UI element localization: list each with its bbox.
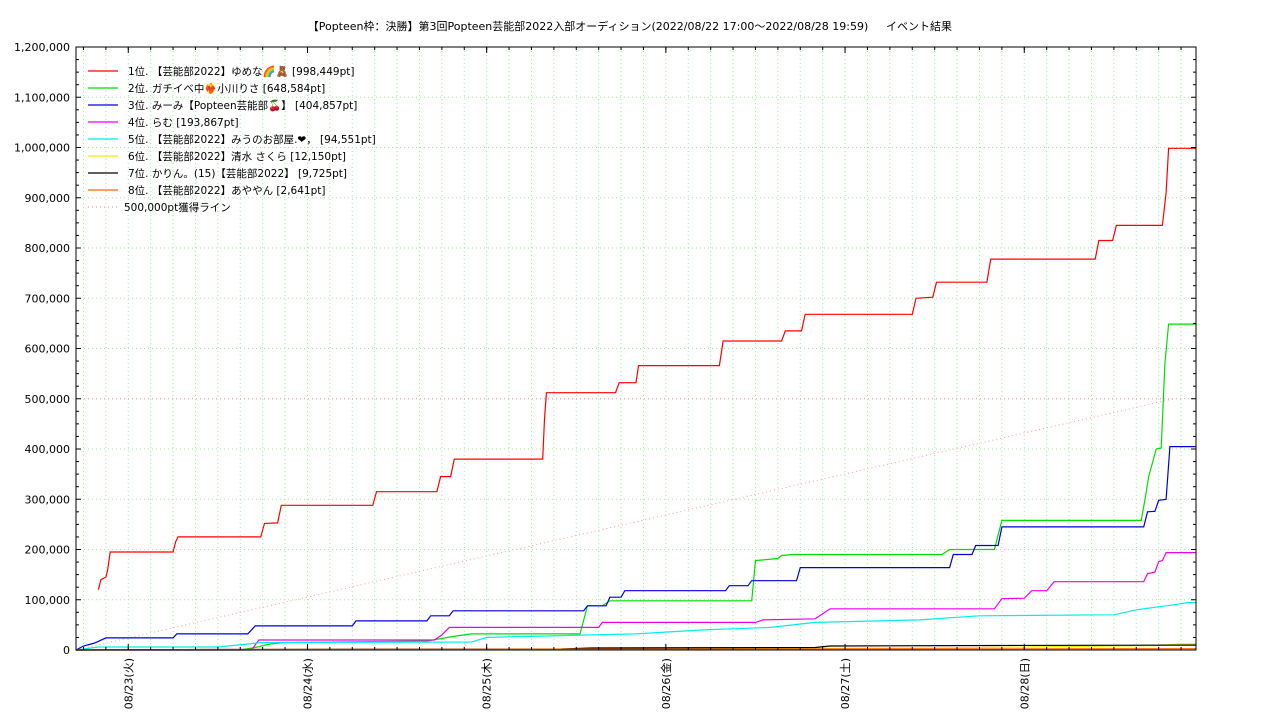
y-tick-label: 300,000: [25, 493, 71, 506]
legend: 1位. 【芸能部2022】ゆめな🌈🧸 [998,449pt] 2位. ガチイベ中❤…: [88, 65, 376, 214]
legend-label: 1位. 【芸能部2022】ゆめな🌈🧸 [998,449pt]: [128, 65, 354, 78]
chart-subtitle: イベント結果: [886, 19, 952, 33]
axis-layer: 0 100,000 200,000 300,000 400,000 500,000 600,…: [14, 41, 1196, 709]
x-tick-label: 08/28(日): [1018, 658, 1031, 709]
legend-label: 7位. かりん。(15)【芸能部2022】 [9,725pt]: [128, 167, 347, 180]
y-tick-label: 800,000: [25, 242, 71, 255]
series-line-5: [75, 601, 1196, 651]
y-tick-label: 700,000: [25, 292, 71, 305]
y-tick-label: 200,000: [25, 544, 71, 557]
legend-label: 8位. 【芸能部2022】あややん [2,641pt]: [128, 184, 325, 197]
grid-layer: [76, 47, 1196, 650]
series-line-4: [76, 551, 1196, 651]
y-tick-label: 100,000: [25, 594, 71, 607]
legend-label: 6位. 【芸能部2022】清水 さくら [12,150pt]: [128, 150, 346, 163]
y-tick-label: 900,000: [25, 192, 71, 205]
legend-label: 500,000pt獲得ライン: [124, 201, 231, 214]
x-tick-label: 08/25(木): [481, 658, 494, 709]
legend-label: 4位. らむ [193,867pt]: [128, 116, 239, 129]
y-tick-label: 400,000: [25, 443, 71, 456]
reference-line-layer: [75, 398, 1196, 651]
y-tick-label: 0: [63, 644, 70, 657]
y-tick-label: 500,000: [25, 393, 71, 406]
legend-label: 5位. 【芸能部2022】みうのお部屋.❤︎， [94,551pt]: [128, 133, 376, 146]
x-tick-label: 08/24(水): [301, 658, 314, 709]
x-tick-label: 08/23(火): [122, 658, 135, 709]
x-tick-label: 08/27(土): [839, 658, 852, 709]
y-tick-label: 1,200,000: [14, 41, 70, 54]
legend-label: 2位. ガチイベ中❤️‍🔥小川りさ [648,584pt]: [128, 82, 325, 95]
reference-line-500000: [75, 398, 1174, 651]
series-line-3: [75, 446, 1196, 651]
legend-label: 3位. みーみ【Popteen芸能部🍒】 [404,857pt]: [128, 99, 357, 112]
y-tick-label: 1,100,000: [14, 91, 70, 104]
y-tick-label: 600,000: [25, 343, 71, 356]
series-line-2: [76, 323, 1196, 651]
x-tick-label: 08/26(金): [659, 658, 673, 709]
y-tick-label: 1,000,000: [14, 142, 70, 155]
chart-title: 【Popteen枠：決勝】第3回Popteen芸能部2022入部オーディション(…: [308, 19, 869, 33]
series-line-1: [97, 147, 1196, 590]
